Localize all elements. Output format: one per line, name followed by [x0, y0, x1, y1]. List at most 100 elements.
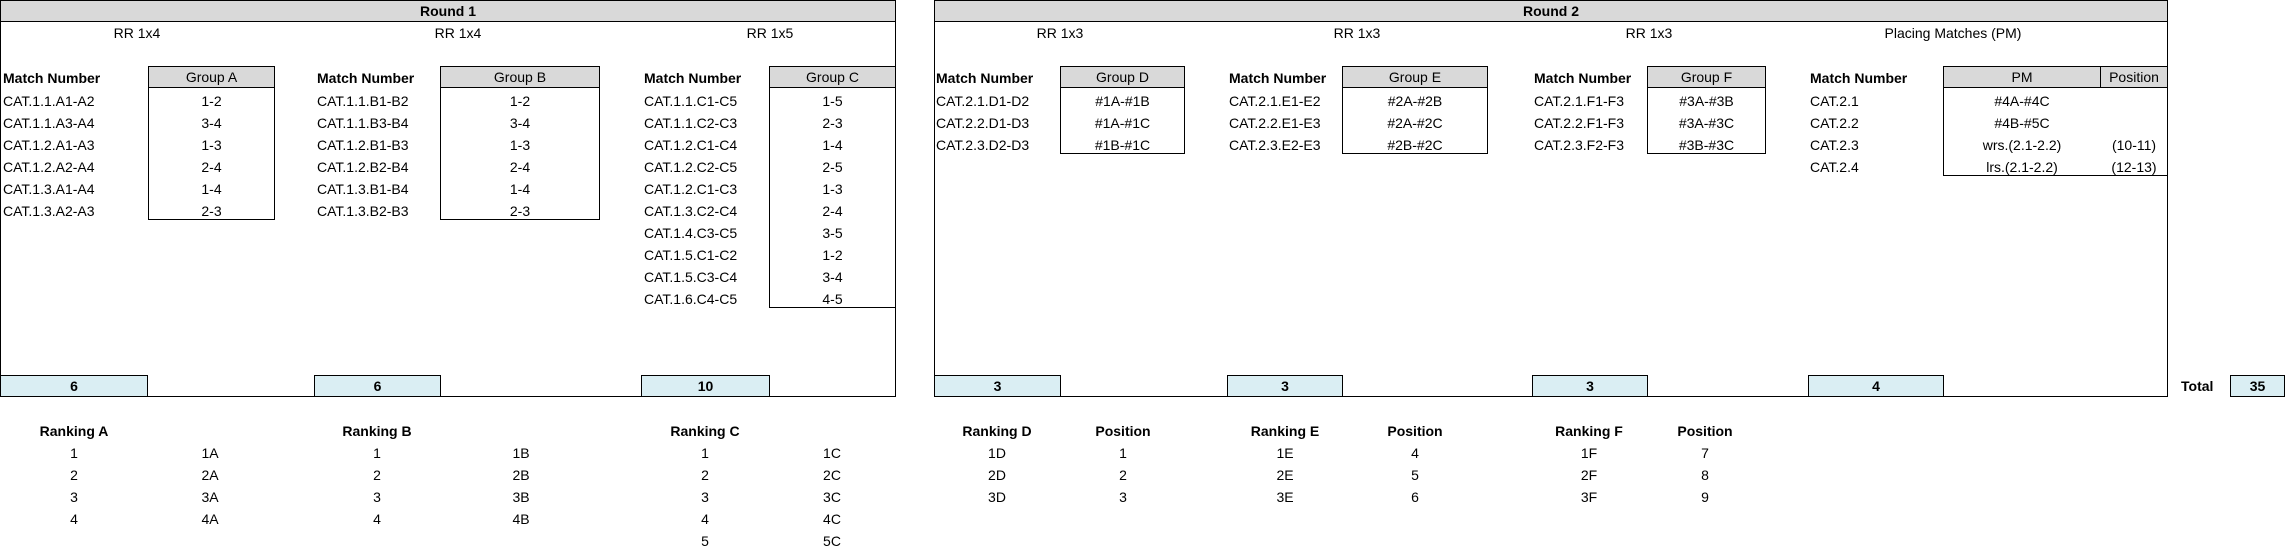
ranking-position: 4: [1411, 445, 1419, 461]
ranking-position: 2: [1119, 467, 1127, 483]
match-number-header-f: Match Number: [1534, 70, 1632, 86]
match-id: CAT.1.2.A1-A3: [3, 137, 95, 153]
round1-format-a: RR 1x4: [113, 25, 161, 41]
ranking-position: 6: [1411, 489, 1419, 505]
group-a-table: [148, 87, 275, 220]
ranking-slot: 1A: [201, 445, 219, 461]
ranking-d-title: Ranking D: [962, 423, 1032, 439]
ranking-rank: 1: [701, 445, 709, 461]
match-id: CAT.1.3.B1-B4: [317, 181, 409, 197]
match-id: CAT.1.2.A2-A4: [3, 159, 95, 175]
match-number-header-c: Match Number: [644, 70, 742, 86]
match-pair: 1-2: [201, 93, 222, 109]
match-pair: 2-3: [822, 115, 843, 131]
match-id: CAT.2.2.F1-F3: [1534, 115, 1624, 131]
ranking-e-position-header: Position: [1387, 423, 1443, 439]
match-id: CAT.1.2.C2-C5: [644, 159, 738, 175]
round2-format-e: RR 1x3: [1333, 25, 1381, 41]
ranking-slot: 1B: [512, 445, 530, 461]
ranking-rank: 4: [70, 511, 78, 527]
group-a-header: Group A: [148, 66, 275, 88]
match-id: CAT.1.3.C2-C4: [644, 203, 738, 219]
match-id: CAT.1.2.C1-C3: [644, 181, 738, 197]
match-pair: 2-5: [822, 159, 843, 175]
match-pair: 1-3: [509, 137, 531, 153]
ranking-rank: 4: [701, 511, 709, 527]
match-pair: #2B-#2C: [1387, 137, 1443, 153]
match-pair: #2A-#2C: [1387, 115, 1443, 131]
ranking-slot: 3E: [1276, 489, 1294, 505]
match-pair: #1A-#1C: [1094, 115, 1151, 131]
ranking-rank: 3: [70, 489, 78, 505]
ranking-c-title: Ranking C: [670, 423, 740, 439]
match-pair: 2-4: [822, 203, 843, 219]
round1-left-border: [0, 21, 1, 397]
group-b-table: [440, 87, 600, 220]
match-pair: 1-3: [822, 181, 843, 197]
match-pair: wrs.(2.1-2.2): [1982, 137, 2062, 153]
match-id: CAT.1.5.C3-C4: [644, 269, 738, 285]
match-id: CAT.1.6.C4-C5: [644, 291, 738, 307]
ranking-position: 5: [1411, 467, 1419, 483]
round1-title: Round 1: [0, 0, 896, 22]
ranking-slot: 3C: [823, 489, 841, 505]
ranking-slot: 2B: [512, 467, 530, 483]
ranking-slot: 5C: [823, 533, 841, 549]
match-id: CAT.1.1.B1-B2: [317, 93, 409, 109]
round1-right-border: [895, 21, 896, 397]
ranking-slot: 2F: [1580, 467, 1598, 483]
ranking-slot: 1F: [1580, 445, 1598, 461]
match-number-header-b: Match Number: [317, 70, 415, 86]
match-id: CAT.2.2.E1-E3: [1229, 115, 1321, 131]
ranking-slot: 3D: [988, 489, 1006, 505]
ranking-rank: 3: [701, 489, 709, 505]
match-number-header-a: Match Number: [3, 70, 101, 86]
ranking-rank: 1: [373, 445, 381, 461]
group-f-table: [1647, 87, 1766, 154]
group-b-total: 6: [314, 375, 441, 397]
match-pair: 1-4: [822, 137, 843, 153]
match-pair: lrs.(2.1-2.2): [1986, 159, 2058, 175]
ranking-slot: 2C: [823, 467, 841, 483]
ranking-f-title: Ranking F: [1555, 423, 1623, 439]
match-id: CAT.1.1.A3-A4: [3, 115, 95, 131]
pm-position: (10-11): [2111, 137, 2157, 153]
pm-total: 4: [1808, 375, 1944, 397]
ranking-slot: 4B: [512, 511, 530, 527]
round2-title: Round 2: [934, 0, 2168, 22]
ranking-position: 1: [1119, 445, 1127, 461]
match-pair: #1B-#1C: [1094, 137, 1151, 153]
match-id: CAT.1.3.A1-A4: [3, 181, 95, 197]
group-d-total: 3: [934, 375, 1061, 397]
round1-format-c: RR 1x5: [746, 25, 794, 41]
match-id: CAT.2.1.D1-D2: [936, 93, 1030, 109]
match-pair: 1-4: [201, 181, 222, 197]
group-c-total: 10: [641, 375, 770, 397]
match-pair: 3-5: [822, 225, 843, 241]
round2-format-pm: Placing Matches (PM): [1884, 25, 2022, 41]
round1-bottom-border: [0, 396, 896, 397]
match-number-header-d: Match Number: [936, 70, 1034, 86]
group-c-table: [769, 87, 896, 308]
match-id: CAT.2.2.D1-D3: [936, 115, 1030, 131]
group-a-total: 6: [0, 375, 148, 397]
match-id: CAT.2.2: [1810, 115, 1859, 131]
ranking-slot: 3F: [1580, 489, 1598, 505]
ranking-rank: 2: [373, 467, 381, 483]
match-id: CAT.1.2.C1-C4: [644, 137, 738, 153]
ranking-position: 7: [1701, 445, 1709, 461]
round2-left-border: [934, 21, 935, 397]
match-id: CAT.1.3.B2-B3: [317, 203, 409, 219]
round1-format-b: RR 1x4: [434, 25, 482, 41]
ranking-rank: 2: [701, 467, 709, 483]
ranking-slot: 4A: [201, 511, 219, 527]
match-pair: 4-5: [822, 291, 843, 307]
ranking-position: 3: [1119, 489, 1127, 505]
match-pair: #2A-#2B: [1387, 93, 1443, 109]
round2-format-f: RR 1x3: [1625, 25, 1673, 41]
ranking-rank: 5: [701, 533, 709, 549]
match-id: CAT.1.1.A1-A2: [3, 93, 95, 109]
match-pair: #4A-#4C: [1994, 93, 2050, 109]
match-pair: 2-3: [201, 203, 222, 219]
ranking-d-position-header: Position: [1095, 423, 1151, 439]
